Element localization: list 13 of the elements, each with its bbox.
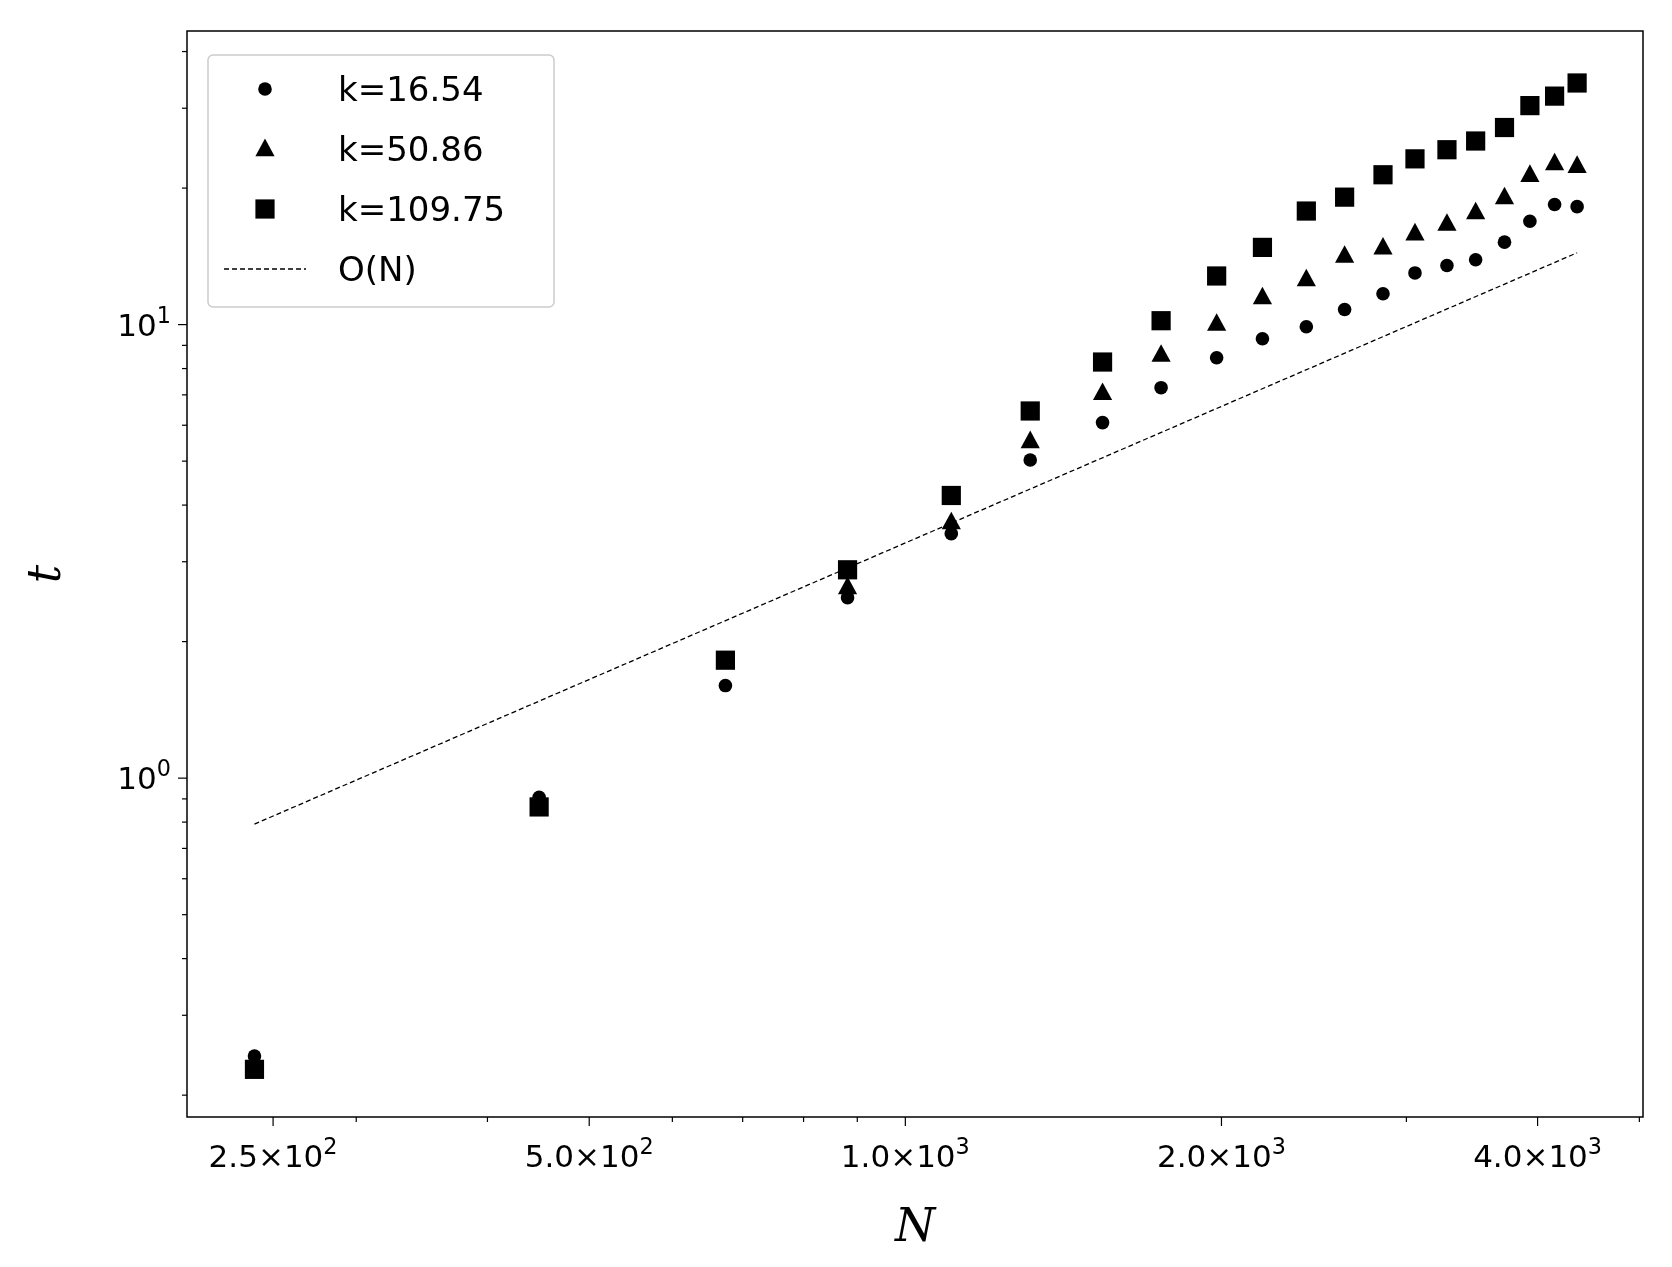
x-axis-title: N	[893, 1198, 937, 1252]
x-tick-label: 4.0×10$^{3}$	[1473, 1133, 1603, 1174]
x-tick-label: 2.5×10$^{2}$	[208, 1133, 338, 1174]
legend-label: k=16.54	[338, 69, 484, 109]
legend-label: k=50.86	[338, 129, 484, 169]
y-axis-title: t	[17, 564, 71, 584]
y-tick-label: 10$^{1}$	[117, 301, 171, 343]
x-tick-label: 2.0×10$^{3}$	[1157, 1133, 1286, 1174]
x-tick-label: 5.0×10$^{2}$	[524, 1133, 654, 1174]
legend-label: O(N)	[338, 249, 417, 289]
legend-label: k=109.75	[338, 189, 506, 229]
x-tick-label: 1.0×10$^{3}$	[840, 1133, 970, 1174]
y-tick-label: 10$^{0}$	[117, 755, 171, 797]
